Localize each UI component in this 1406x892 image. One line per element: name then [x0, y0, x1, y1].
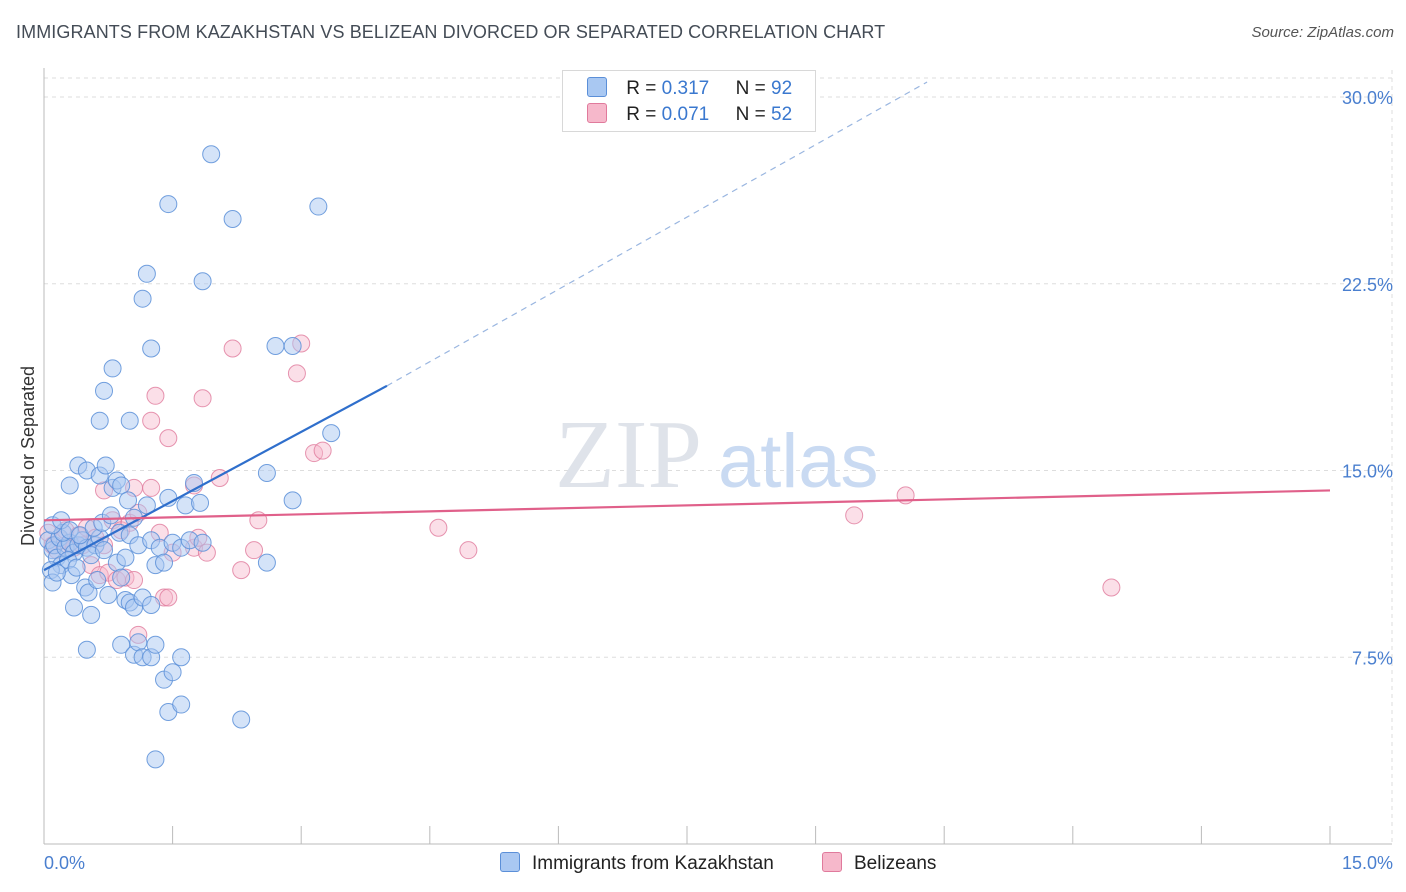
y-tick-label: 30.0% [1342, 88, 1393, 108]
kazakhstan-point [283, 491, 302, 510]
kazakhstan-point [67, 558, 86, 577]
kazakhstan-point [223, 210, 242, 229]
kazakhstan-point [193, 533, 212, 552]
kazakhstan-point [99, 586, 118, 604]
x-tick-label: 0.0% [44, 853, 85, 873]
kazakhstan-points [39, 145, 341, 769]
bottom-legend-kazakhstan: Immigrants from Kazakhstan [500, 852, 774, 875]
belizeans-point [245, 541, 264, 560]
chart-title: IMMIGRANTS FROM KAZAKHSTAN VS BELIZEAN D… [16, 22, 886, 42]
kazakhstan-point [95, 381, 114, 400]
belizeans-point [287, 364, 306, 383]
belizeans-point [193, 389, 212, 408]
kazakhstan-point [266, 337, 285, 355]
pink-swatch-icon [587, 103, 607, 123]
blue-swatch-icon [587, 77, 607, 97]
y-tick-label: 7.5% [1352, 648, 1393, 668]
kazakhstan-point [146, 750, 165, 769]
kazakhstan-point [142, 339, 161, 358]
belizeans-point [313, 441, 332, 460]
belizeans-point [159, 429, 178, 448]
kazakhstan-point [65, 598, 84, 617]
kazakhstan-point [146, 635, 165, 654]
kazakhstan-point [172, 695, 191, 714]
legend-r-label: R = [626, 104, 657, 125]
belizeans-point [146, 386, 165, 405]
axis-labels: 7.5% 15.0% 22.5% 30.0% 0.0% 15.0% Divorced or … [18, 88, 1393, 873]
source-label: Source: ZipAtlas.com [1251, 24, 1394, 41]
kazakhstan-point [112, 476, 131, 495]
kazakhstan-point [82, 605, 101, 624]
kazakhstan-point [159, 195, 178, 214]
legend-n-label: N = [735, 104, 766, 125]
y-tick-label: 15.0% [1342, 462, 1393, 482]
kazakhstan-point [116, 548, 135, 567]
legend-r-label: R = [626, 78, 657, 99]
x-tick-label: 15.0% [1342, 853, 1393, 873]
kazakhstan-point [129, 633, 148, 652]
kazakhstan-point [257, 463, 276, 482]
kazakhstan-point [309, 197, 328, 216]
watermark-atlas: atlas [718, 419, 879, 504]
pink-swatch-icon [822, 852, 842, 872]
kazakhstan-point [77, 640, 96, 659]
kazakhstan-point [257, 553, 276, 572]
kazakhstan-point [101, 506, 120, 525]
legend-row-kazakhstan: R = 0.317 N = 92 [587, 77, 792, 101]
kazakhstan-point [60, 476, 79, 495]
legend-series1-label: Immigrants from Kazakhstan [532, 853, 774, 874]
belizeans-point [142, 478, 161, 497]
kazakhstan-point [193, 272, 212, 291]
kazakhstan-point [96, 456, 115, 475]
belizeans-point [159, 588, 178, 607]
axes [43, 68, 1392, 845]
kazakhstan-point [79, 583, 98, 602]
kazakhstan-point [283, 337, 302, 355]
kazakhstan-point [88, 571, 107, 590]
belizeans-point [845, 506, 864, 525]
watermark-zip: ZIP [555, 401, 702, 509]
kazakhstan-trend-extension [386, 81, 928, 387]
kazakhstan-point [202, 145, 221, 164]
belizeans-point [232, 561, 251, 580]
kazakhstan-point [163, 663, 182, 682]
kazakhstan-point [142, 595, 161, 614]
belizeans-trend-line [43, 489, 1331, 522]
blue-swatch-icon [500, 852, 520, 872]
y-axis-title: Divorced or Separated [18, 366, 38, 546]
kazakhstan-point [137, 264, 156, 283]
kazakhstan-point [120, 411, 139, 430]
kazakhstan-point [90, 411, 109, 430]
kazakhstan-point [191, 493, 210, 512]
legend-series2-label: Belizeans [854, 853, 937, 874]
belizeans-point [429, 518, 448, 537]
legend-n-value: 52 [771, 104, 793, 125]
kazakhstan-point [103, 359, 122, 378]
legend-n-value: 92 [771, 78, 793, 99]
kazakhstan-point [172, 648, 191, 667]
kazakhstan-point [119, 491, 138, 510]
legend-r-value: 0.071 [661, 104, 710, 125]
belizeans-point [1102, 578, 1121, 597]
kazakhstan-trend-line [43, 384, 388, 572]
trend-lines [43, 81, 1331, 572]
legend-row-belizeans: R = 0.071 N = 52 [587, 103, 792, 127]
kazakhstan-point [71, 526, 90, 545]
y-tick-label: 22.5% [1342, 275, 1393, 295]
watermark: ZIP atlas [555, 401, 879, 509]
correlation-legend: R = 0.317 N = 92 R = 0.071 N = 52 [562, 70, 816, 132]
legend-n-label: N = [735, 78, 766, 99]
kazakhstan-point [95, 541, 114, 560]
belizeans-point [459, 541, 478, 560]
kazakhstan-point [155, 553, 174, 572]
kazakhstan-point [322, 424, 341, 443]
belizeans-point [223, 339, 242, 358]
legend-r-value: 0.317 [661, 78, 710, 99]
kazakhstan-point [112, 568, 131, 587]
kazakhstan-point [133, 289, 152, 308]
belizeans-point [142, 411, 161, 430]
bottom-legend-belizeans: Belizeans [822, 852, 936, 875]
kazakhstan-point [232, 710, 251, 729]
